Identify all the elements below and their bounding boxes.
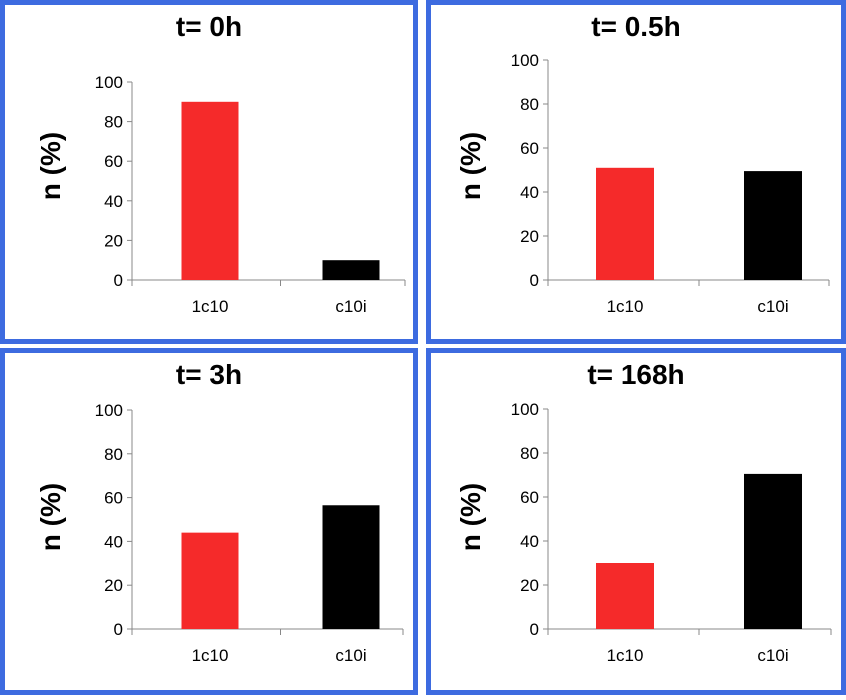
bar-chart: 0 20 40 60 80 100 1c10 c10i bbox=[95, 73, 406, 316]
bar-chart: 0 20 40 60 80 100 1c10 c10i bbox=[95, 401, 404, 665]
x-tick-label: 1c10 bbox=[192, 297, 229, 316]
bar-chart: 0 20 40 60 80 100 1c10 c10i bbox=[511, 400, 832, 665]
bar-c10i bbox=[744, 473, 802, 629]
y-tick-label: 40 bbox=[104, 192, 123, 211]
y-tick-label: 100 bbox=[95, 73, 123, 92]
y-tick-label: 100 bbox=[511, 51, 539, 70]
y-tick-label: 80 bbox=[104, 113, 123, 132]
x-tick-label: 1c10 bbox=[607, 646, 644, 665]
bar-1c10 bbox=[181, 101, 239, 280]
y-tick-label: 20 bbox=[104, 231, 123, 250]
y-tick-label: 60 bbox=[104, 152, 123, 171]
y-tick-label: 40 bbox=[520, 183, 539, 202]
bar-c10i bbox=[322, 505, 380, 629]
y-tick-label: 60 bbox=[104, 489, 123, 508]
y-tick-label: 20 bbox=[104, 576, 123, 595]
bar-c10i bbox=[744, 171, 802, 280]
x-tick-label: c10i bbox=[335, 646, 366, 665]
chart-title: t= 0.5h bbox=[591, 11, 681, 42]
x-tick-label: c10i bbox=[757, 646, 788, 665]
y-tick-label: 40 bbox=[104, 532, 123, 551]
y-tick-label: 100 bbox=[511, 400, 539, 419]
chart-panel-t168h: t= 168h n (%) 0 20 40 60 80 100 1c10 c10i bbox=[426, 348, 846, 695]
y-tick-label: 60 bbox=[520, 139, 539, 158]
y-tick-label: 100 bbox=[95, 401, 123, 420]
x-tick-label: 1c10 bbox=[607, 297, 644, 316]
y-tick-label: 0 bbox=[530, 620, 539, 639]
y-tick-label: 0 bbox=[114, 620, 123, 639]
chart-title: t= 0h bbox=[175, 11, 243, 42]
chart-title: t= 3h bbox=[175, 359, 243, 390]
x-tick-label: c10i bbox=[757, 297, 788, 316]
y-tick-label: 80 bbox=[520, 444, 539, 463]
y-tick-label: 40 bbox=[520, 532, 539, 551]
bar-1c10 bbox=[596, 563, 654, 629]
y-tick-label: 0 bbox=[530, 271, 539, 290]
x-tick-label: 1c10 bbox=[192, 646, 229, 665]
bar-chart: 0 20 40 60 80 100 1c10 c10i bbox=[511, 51, 830, 316]
y-tick-label: 0 bbox=[114, 271, 123, 290]
bar-1c10 bbox=[181, 532, 239, 629]
y-tick-label: 60 bbox=[520, 488, 539, 507]
y-tick-label: 80 bbox=[104, 445, 123, 464]
y-tick-label: 20 bbox=[520, 227, 539, 246]
y-tick-label: 80 bbox=[520, 95, 539, 114]
y-tick-label: 20 bbox=[520, 576, 539, 595]
bar-1c10 bbox=[596, 167, 654, 280]
chart-panel-t0-5h: t= 0.5h n (%) 0 20 40 60 80 100 1c10 c10i bbox=[426, 0, 846, 344]
x-tick-label: c10i bbox=[335, 297, 366, 316]
chart-title: t= 168h bbox=[587, 359, 685, 390]
chart-panel-t0h: t= 0h n (%) 0 20 40 60 80 100 1c10 c10i bbox=[0, 0, 418, 344]
bar-c10i bbox=[322, 260, 380, 280]
chart-panel-t3h: t= 3h n (%) 0 20 40 60 80 100 1c10 c10i bbox=[0, 348, 418, 695]
